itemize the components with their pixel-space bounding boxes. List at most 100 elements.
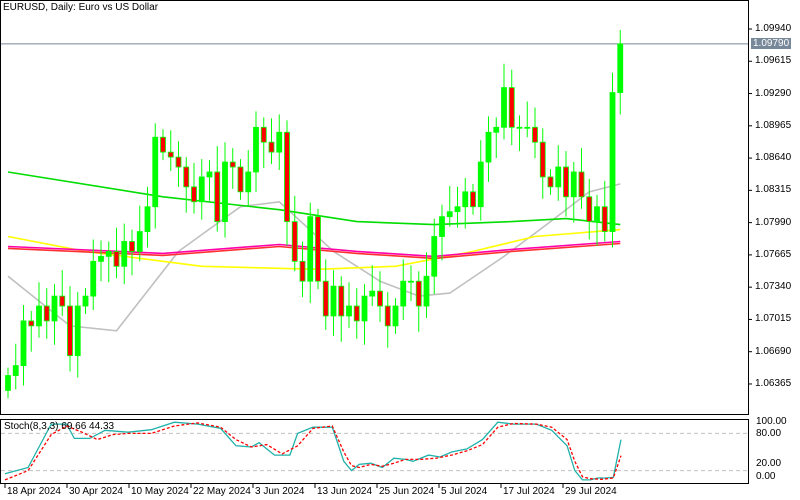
- bull-candle: [516, 126, 523, 129]
- date-axis-label: 29 Jul 2024: [565, 486, 617, 497]
- bull-candle: [369, 290, 376, 297]
- bear-candle: [214, 171, 221, 223]
- price-axis-label: 1.08315: [755, 184, 792, 196]
- bull-candle: [136, 231, 143, 252]
- bull-candle: [609, 92, 616, 232]
- ma-yellow-line: [7, 228, 621, 271]
- bear-candle: [183, 166, 190, 188]
- bear-candle: [384, 305, 391, 327]
- bull-candle: [392, 305, 399, 327]
- bear-candle: [547, 176, 554, 188]
- price-axis-label: 1.09615: [755, 55, 792, 67]
- price-axis-label: 1.08965: [755, 119, 792, 131]
- ma-silver-line: [7, 183, 621, 332]
- bear-candle: [167, 151, 174, 158]
- chart-title: EURUSD, Daily: Euro vs US Dollar: [3, 2, 159, 13]
- ma-green-line: [7, 171, 621, 226]
- bull-candle: [121, 241, 128, 267]
- bull-candle: [276, 131, 283, 153]
- date-axis-label: 10 May 2024: [131, 486, 189, 497]
- date-axis-label: 30 Apr 2024: [69, 486, 123, 497]
- price-axis-label: 1.07015: [755, 313, 792, 325]
- bear-candle: [299, 260, 306, 282]
- main-panel-frame: [0, 0, 749, 415]
- bear-candle: [129, 241, 135, 252]
- bull-candle: [485, 131, 492, 163]
- bear-candle: [175, 156, 182, 168]
- bear-candle: [43, 305, 50, 322]
- bear-candle: [315, 216, 321, 282]
- bear-candle: [322, 280, 329, 317]
- bear-candle: [28, 320, 35, 327]
- date-axis-label: 3 Jun 2024: [255, 486, 305, 497]
- bull-candle: [82, 295, 89, 307]
- price-axis-label: 1.08640: [755, 152, 792, 164]
- bull-candle: [152, 136, 159, 208]
- price-axis-label: 1.07665: [755, 248, 792, 260]
- bull-candle: [555, 166, 562, 188]
- bull-candle: [408, 280, 414, 283]
- price-axis-label: 1.09940: [755, 23, 792, 34]
- bear-candle: [508, 87, 515, 128]
- bull-candle: [594, 206, 600, 223]
- bull-candle: [501, 87, 507, 128]
- bull-candle: [617, 43, 624, 93]
- stoch-level-20: 20.00: [756, 458, 782, 469]
- bull-candle: [253, 126, 259, 173]
- date-axis-label: 25 Jun 2024: [379, 486, 435, 497]
- bull-candle: [245, 171, 252, 193]
- bull-candle: [570, 171, 577, 198]
- bear-candle: [160, 136, 166, 153]
- bull-candle: [90, 260, 97, 297]
- bear-candle: [353, 305, 360, 322]
- bull-candle: [431, 236, 438, 277]
- bear-candle: [532, 126, 538, 143]
- bull-candle: [74, 305, 81, 357]
- bull-candle: [477, 161, 484, 208]
- bull-candle: [20, 320, 27, 367]
- bear-candle: [470, 191, 476, 208]
- stoch-level-100: 100.00: [756, 416, 787, 427]
- bull-candle: [346, 305, 352, 317]
- date-axis-label: 5 Jul 2024: [441, 486, 488, 497]
- bear-candle: [237, 166, 244, 193]
- bear-candle: [67, 305, 73, 357]
- stoch-main-line: [4, 421, 622, 481]
- bull-candle: [361, 295, 368, 322]
- stoch-label: Stoch(8,3,3) 69.66 44.33: [4, 421, 115, 432]
- bull-candle: [105, 251, 112, 257]
- bear-candle: [284, 131, 290, 223]
- bear-candle: [601, 206, 608, 232]
- date-axis-label: 22 May 2024: [193, 486, 251, 497]
- bull-candle: [454, 206, 461, 213]
- current-price-tag: 1.09790: [751, 38, 792, 49]
- bear-candle: [578, 171, 585, 198]
- bull-candle: [51, 295, 58, 322]
- bull-candle: [493, 126, 500, 133]
- stoch-signal-line: [4, 422, 622, 481]
- bear-candle: [415, 280, 422, 307]
- stoch-level-80: 80.00: [756, 428, 782, 439]
- bear-candle: [59, 295, 66, 307]
- bull-candle: [206, 171, 213, 178]
- price-axis-label: 1.07990: [755, 216, 792, 228]
- bull-candle: [5, 375, 11, 391]
- bull-candle: [98, 255, 104, 262]
- price-axis-label: 1.06365: [755, 377, 792, 389]
- bull-candle: [307, 216, 314, 282]
- bull-candle: [423, 275, 430, 307]
- price-axis-label: 1.09290: [755, 87, 792, 99]
- stoch-panel-frame: [0, 419, 749, 484]
- date-axis-label: 18 Apr 2024: [7, 486, 61, 497]
- bear-candle: [338, 285, 345, 317]
- ma-magenta-line: [7, 240, 621, 258]
- bull-candle: [524, 126, 531, 129]
- bull-candle: [144, 206, 151, 232]
- bear-candle: [229, 161, 236, 168]
- bear-candle: [586, 196, 593, 223]
- price-axis-label: 1.07340: [755, 281, 792, 293]
- bull-candle: [462, 191, 469, 208]
- price-axis-label: 1.06690: [755, 345, 792, 357]
- bear-candle: [260, 126, 267, 143]
